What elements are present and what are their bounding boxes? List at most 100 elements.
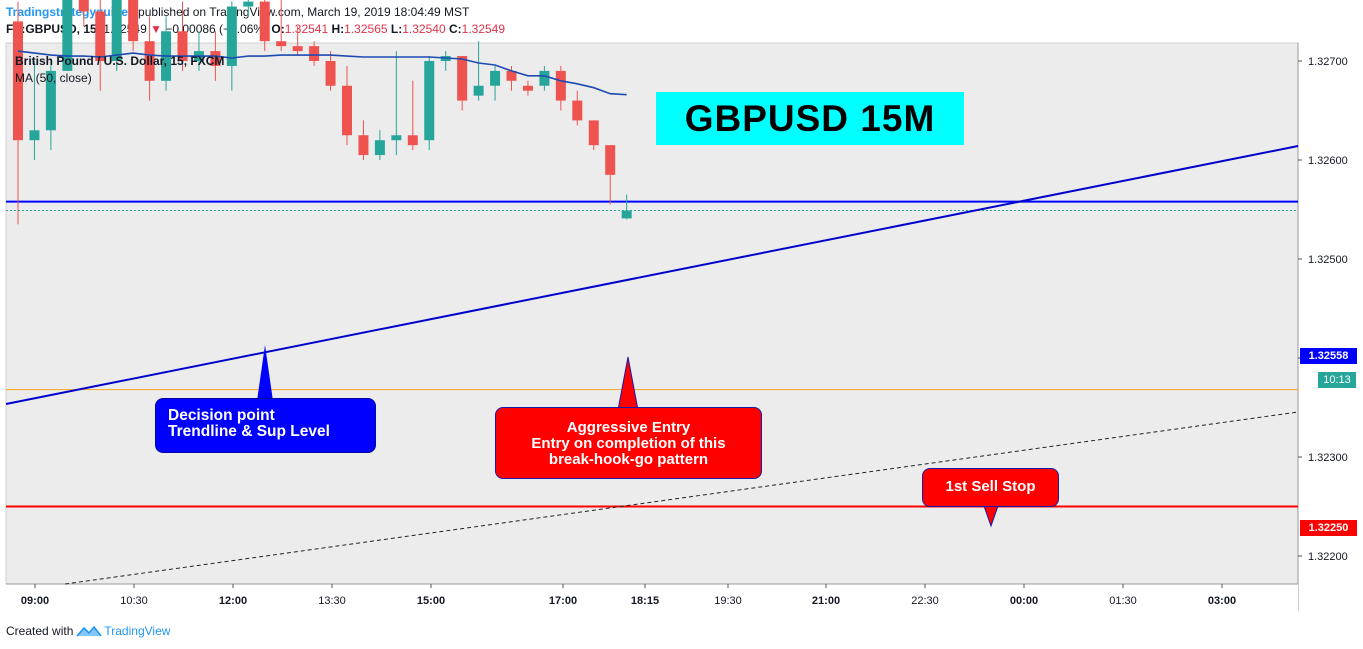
price-change: −0.00086 (−0.06%) [165, 22, 269, 36]
dashed-trendline[interactable] [64, 411, 1299, 585]
candle-body [539, 70, 550, 86]
candle-body [45, 70, 56, 131]
candle[interactable] [407, 80, 418, 151]
stop-label: 1st Sell Stop [945, 478, 1036, 495]
footer: Created with TradingView [6, 624, 170, 638]
sell-stop-tag: 1.32250 [1300, 520, 1357, 536]
entry-line2: Entry on completion of this [531, 435, 726, 452]
candle[interactable] [177, 1, 188, 71]
candle[interactable] [13, 1, 23, 225]
candle[interactable] [539, 65, 550, 91]
entry-line1: Aggressive Entry [566, 419, 691, 436]
legend-symbol: British Pound / U.S. Dollar, 15, FXCM [15, 54, 225, 68]
candle[interactable] [490, 65, 501, 101]
candle[interactable] [292, 26, 303, 57]
candle-body [506, 70, 517, 81]
candle-body [95, 11, 106, 61]
x-tick-label: 03:00 [1208, 595, 1236, 607]
candle-body [62, 0, 73, 71]
tradingview-logo-icon[interactable] [76, 624, 103, 638]
close-label: C: [448, 22, 462, 36]
legend-indicator[interactable]: MA (50, close) [15, 71, 92, 85]
candle[interactable] [111, 0, 122, 71]
candle[interactable] [78, 0, 89, 27]
candle-body [111, 0, 122, 61]
high-label: H: [331, 22, 345, 36]
open-value: 1.32541 [284, 22, 329, 36]
candle[interactable] [374, 130, 385, 160]
rising-trendline[interactable] [5, 145, 1299, 405]
candle[interactable] [226, 1, 237, 91]
candle[interactable] [342, 65, 352, 146]
y-tick-label: 1.32300 [1308, 452, 1348, 464]
candle-body [292, 46, 303, 52]
candle[interactable] [259, 0, 270, 52]
symbol-line: FX:GBPUSD, 15 [6, 22, 97, 36]
candle[interactable] [424, 56, 435, 151]
candle-body [128, 0, 139, 42]
candle[interactable] [555, 65, 566, 111]
candle-body [605, 145, 616, 175]
close-value: 1.32549 [461, 22, 506, 36]
x-tick-label: 19:30 [714, 595, 742, 607]
chart-title-box: GBPUSD 15M [656, 92, 964, 145]
candle-body [555, 70, 566, 101]
candle[interactable] [391, 51, 402, 156]
entry-line3: break-hook-go pattern [548, 451, 709, 468]
candle-body [407, 135, 418, 146]
candle[interactable] [309, 41, 320, 66]
time-axis[interactable] [6, 584, 1298, 611]
candle-body [490, 70, 501, 86]
candle[interactable] [276, 0, 287, 52]
plot-area[interactable] [5, 42, 1299, 585]
candle[interactable] [45, 61, 56, 151]
decision-line1: Decision point [168, 407, 275, 424]
candle-body [572, 100, 583, 121]
candle[interactable] [325, 51, 336, 91]
x-tick-label: 09:00 [21, 595, 49, 607]
published-text: published on TradingView.com, March 19, … [138, 5, 470, 19]
decision-callout: Decision point Trendline & Sup Level [155, 398, 376, 453]
candle[interactable] [243, 0, 254, 17]
candle[interactable] [144, 16, 155, 101]
low-label: L: [390, 22, 403, 36]
candle[interactable] [62, 0, 73, 71]
y-tick-label: 1.32600 [1308, 155, 1348, 167]
candle-body [374, 140, 385, 156]
candle-body [325, 61, 336, 86]
tradingview-link[interactable]: TradingView [104, 624, 171, 638]
decision-line2: Trendline & Sup Level [168, 423, 330, 440]
candle[interactable] [473, 41, 484, 101]
x-tick-label: 12:00 [219, 595, 247, 607]
candle-body [226, 6, 237, 66]
countdown-tag: 10:13 [1318, 372, 1356, 388]
candle[interactable] [605, 145, 616, 205]
x-tick-label: 00:00 [1010, 595, 1038, 607]
candle[interactable] [29, 61, 40, 160]
current-level-tag: 1.32558 [1300, 348, 1357, 364]
price-axis[interactable] [1298, 43, 1360, 584]
y-tick-label: 1.32500 [1308, 254, 1348, 266]
candle[interactable] [95, 0, 106, 91]
candle[interactable] [572, 90, 583, 126]
candle-body [276, 41, 287, 47]
candle-body [259, 1, 270, 42]
candle[interactable] [358, 120, 369, 160]
candle[interactable] [621, 194, 632, 220]
stop-callout: 1st Sell Stop [922, 468, 1059, 507]
candle-body [309, 46, 320, 61]
candle-body [457, 56, 468, 101]
candle-body [358, 135, 369, 156]
y-tick-label: 1.32700 [1308, 56, 1348, 68]
candle-body [522, 85, 533, 91]
candle-body [144, 41, 155, 81]
x-tick-label: 17:00 [549, 595, 577, 607]
candle-body [210, 51, 221, 66]
candle[interactable] [588, 120, 599, 151]
candle[interactable] [522, 80, 533, 96]
x-tick-label: 10:30 [120, 595, 148, 607]
x-tick-label: 18:15 [631, 595, 659, 607]
candle[interactable] [128, 0, 139, 52]
candle[interactable] [457, 56, 468, 111]
